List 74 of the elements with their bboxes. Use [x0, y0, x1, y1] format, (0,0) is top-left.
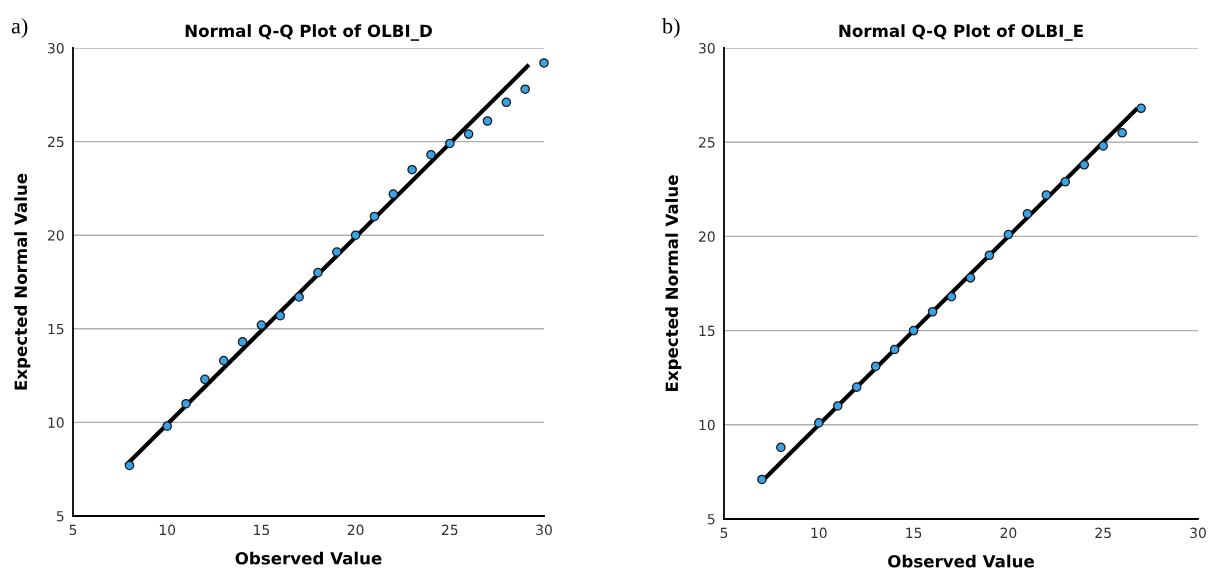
x-tick-label: 5	[69, 524, 77, 536]
x-tick-label: 15	[254, 524, 270, 536]
point	[927, 306, 938, 317]
point	[463, 129, 474, 139]
x-tick-label: 15	[906, 527, 922, 539]
point	[1022, 208, 1033, 219]
point	[237, 337, 248, 347]
x-tick-label: 25	[441, 524, 458, 536]
point	[407, 164, 417, 175]
point	[275, 310, 286, 321]
y-tick-label: 30	[48, 42, 64, 54]
y-tick-label: 15	[699, 325, 715, 337]
y-tick-label: 30	[699, 42, 715, 54]
y-tick-label: 10	[699, 419, 715, 431]
y-tick-label: 25	[48, 136, 64, 148]
point	[776, 442, 786, 453]
point	[1041, 190, 1052, 200]
point	[908, 325, 919, 336]
point	[965, 273, 976, 283]
point	[889, 344, 900, 355]
point	[313, 267, 323, 278]
point	[757, 474, 767, 485]
point	[294, 292, 304, 302]
x-tick-label: 20	[347, 524, 364, 536]
y-tick-label: 25	[699, 137, 715, 148]
x-tick-label: 30	[1190, 527, 1206, 539]
text: b)	[662, 17, 680, 39]
chart-title: Normal Q-Q Plot of OLBI_E	[839, 24, 1083, 41]
point	[814, 418, 824, 428]
y-tick-label: 10	[48, 417, 64, 428]
point	[482, 116, 493, 126]
point	[520, 84, 530, 94]
point	[369, 211, 380, 222]
point	[218, 355, 229, 366]
point	[539, 58, 549, 68]
point	[388, 189, 399, 199]
point	[256, 320, 267, 330]
point	[1117, 127, 1127, 138]
point	[984, 250, 995, 261]
point	[200, 374, 210, 385]
point	[1136, 103, 1146, 114]
x-axis-title: Observed Value	[235, 551, 382, 565]
x-tick-label: 5	[720, 527, 728, 539]
y-tick-label: 20	[48, 230, 64, 241]
point	[162, 421, 172, 431]
point	[1060, 176, 1071, 187]
point	[1003, 229, 1014, 240]
point	[350, 230, 361, 240]
point	[331, 247, 342, 257]
point	[124, 460, 135, 471]
y-axis-title: Expected Normal Value	[14, 173, 31, 390]
point	[946, 291, 957, 302]
y-tick-label: 15	[48, 323, 64, 335]
y-tick-label: 5	[707, 514, 715, 525]
point	[1098, 141, 1108, 151]
point	[851, 382, 862, 392]
x-tick-label: 20	[1000, 527, 1017, 539]
x-axis-title: Observed Value	[888, 554, 1034, 568]
y-axis-title: Expected Normal Value	[665, 175, 682, 392]
x-tick-label: 10	[159, 524, 176, 536]
point	[832, 401, 843, 411]
point	[870, 361, 881, 372]
point	[1079, 160, 1090, 170]
point	[501, 97, 512, 108]
y-tick-label: 5	[56, 511, 64, 522]
point	[445, 138, 455, 149]
x-tick-label: 10	[811, 527, 827, 539]
x-tick-label: 30	[536, 524, 552, 536]
chart-title: Normal Q-Q Plot of OLBI_D	[185, 24, 432, 41]
text: a)	[11, 17, 28, 39]
y-tick-label: 20	[699, 231, 715, 242]
point	[426, 149, 436, 160]
point	[181, 398, 191, 409]
x-tick-label: 25	[1095, 527, 1111, 539]
